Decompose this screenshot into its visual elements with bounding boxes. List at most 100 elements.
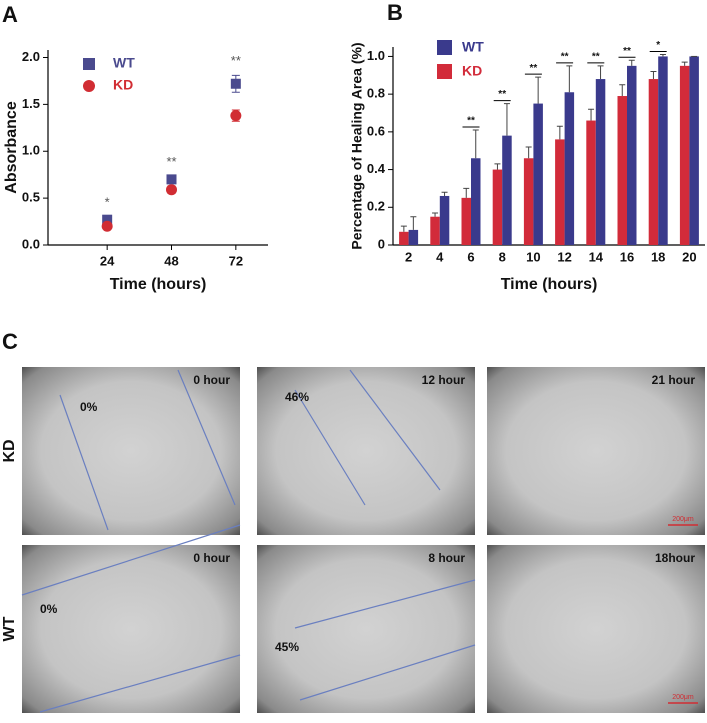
error-bar [588, 108, 595, 121]
panel-label: B [387, 0, 403, 25]
x-tick-label: 2 [405, 249, 412, 264]
point [230, 78, 241, 89]
y-axis-label: Absorbance [3, 101, 20, 194]
error-bar [535, 76, 542, 104]
micrograph [22, 545, 240, 713]
significance: ** [623, 46, 631, 57]
legend-label: WT [462, 39, 484, 55]
bar [595, 79, 606, 245]
y-tick-label: 0.8 [367, 86, 385, 101]
bar [523, 158, 534, 245]
scale-label: 200μm [672, 516, 694, 523]
micrograph [487, 545, 705, 713]
row-label: WT [1, 616, 18, 641]
significance: ** [498, 89, 506, 100]
significance: * [105, 194, 110, 209]
error-bar [525, 146, 532, 159]
error-bar [441, 191, 448, 196]
bar [679, 65, 690, 245]
point [101, 220, 113, 232]
point [166, 184, 177, 196]
legend-marker [437, 64, 452, 79]
bar [627, 65, 637, 245]
y-tick-label: 0.5 [22, 190, 40, 205]
micrograph [22, 367, 240, 535]
time-label: 0 hour [193, 373, 230, 387]
bar [658, 56, 668, 245]
bar [648, 79, 659, 245]
bar [430, 216, 440, 245]
error-bar [650, 71, 657, 80]
wound-edge [349, 369, 441, 491]
row-label: KD [1, 439, 18, 462]
error-bar [659, 54, 666, 57]
micrograph [257, 545, 475, 713]
error-bar [472, 129, 479, 159]
legend-marker [83, 58, 95, 70]
panel-label: C [2, 329, 18, 354]
bar [502, 135, 512, 245]
x-axis-label: Time (hours) [501, 276, 598, 293]
time-label: 12 hour [422, 373, 466, 387]
scale-label: 200μm [672, 694, 694, 701]
y-tick-label: 1.0 [22, 143, 40, 158]
bar [439, 195, 450, 245]
micrograph [257, 367, 475, 535]
wound-edge [299, 644, 476, 701]
significance: ** [561, 51, 569, 62]
bar [555, 139, 565, 245]
bar [471, 158, 481, 245]
x-tick-label: 20 [682, 249, 696, 264]
bar [492, 169, 503, 245]
error-bar [503, 103, 510, 136]
time-label: 18hour [655, 551, 695, 565]
error-bar [566, 65, 573, 93]
area-label: 46% [285, 390, 309, 404]
x-tick-label: 72 [229, 253, 243, 268]
significance: ** [166, 154, 176, 169]
x-tick-label: 14 [589, 249, 604, 264]
error-bar [494, 163, 501, 170]
wound-edge [294, 389, 366, 506]
x-tick-label: 18 [651, 249, 665, 264]
legend-marker [83, 80, 95, 92]
bar [408, 229, 419, 245]
x-tick-label: 10 [526, 249, 540, 264]
bar [689, 56, 699, 245]
error-bar [681, 61, 688, 66]
error-bar [556, 125, 563, 140]
area-label: 0% [80, 400, 98, 414]
wound-edge [294, 579, 476, 629]
bar [586, 120, 596, 245]
x-tick-label: 48 [164, 253, 178, 268]
micrograph [487, 367, 705, 535]
error-bar [463, 187, 470, 198]
legend-label: KD [462, 63, 482, 79]
significance: ** [467, 116, 475, 127]
significance: ** [530, 63, 538, 74]
bar [564, 92, 575, 245]
wound-edge [21, 524, 241, 596]
error-bar [432, 212, 439, 217]
y-tick-label: 2.0 [22, 49, 40, 64]
wound-edge [39, 654, 241, 713]
point [166, 174, 177, 185]
x-tick-label: 6 [467, 249, 474, 264]
bar [399, 231, 409, 245]
x-tick-label: 24 [100, 253, 115, 268]
y-tick-label: 0.4 [367, 161, 386, 176]
x-tick-label: 4 [436, 249, 444, 264]
time-label: 0 hour [193, 551, 230, 565]
significance: ** [592, 51, 600, 62]
legend-label: KD [113, 77, 133, 93]
area-label: 45% [275, 640, 299, 654]
y-tick-label: 0 [378, 236, 385, 251]
significance: ** [231, 53, 241, 68]
significance: * [656, 40, 660, 51]
area-label: 0% [40, 602, 58, 616]
x-tick-label: 16 [620, 249, 634, 264]
x-axis-label: Time (hours) [110, 276, 207, 293]
point [102, 214, 113, 225]
time-label: 8 hour [428, 551, 465, 565]
